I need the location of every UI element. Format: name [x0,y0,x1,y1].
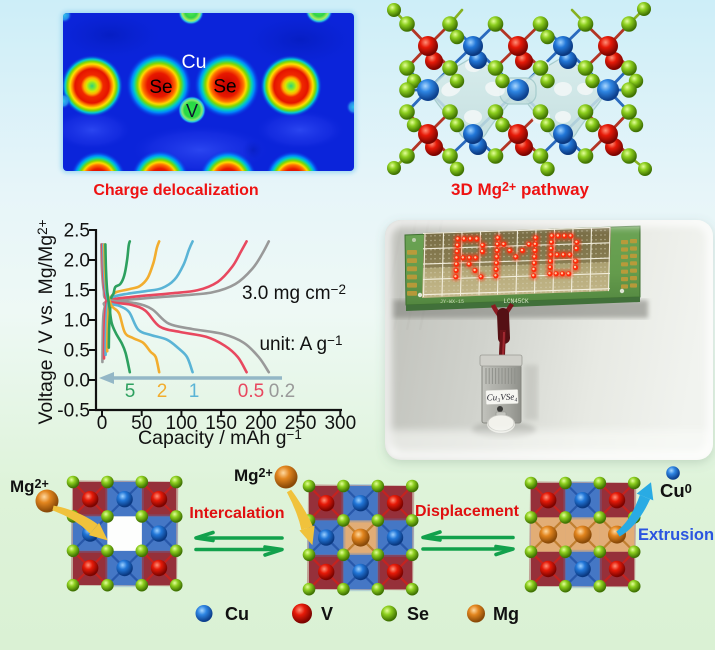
svg-text:V: V [321,604,333,624]
svg-text:Voltage / V vs. Mg/Mg2+: Voltage / V vs. Mg/Mg2+ [35,219,57,424]
svg-text:0: 0 [97,413,108,434]
svg-text:LCN45CK: LCN45CK [503,298,529,305]
svg-text:-0.5: -0.5 [57,401,90,422]
svg-text:1.0: 1.0 [64,311,90,332]
svg-text:unit: A g−1: unit: A g−1 [259,333,342,355]
svg-text:50: 50 [131,413,152,434]
svg-text:Extrusion: Extrusion [638,526,714,544]
svg-text:150: 150 [205,413,237,434]
svg-text:Mg: Mg [493,604,519,624]
svg-text:Intercalation: Intercalation [189,505,284,522]
svg-text:3.0 mg cm−2: 3.0 mg cm−2 [242,282,346,304]
svg-text:Se: Se [149,77,172,98]
svg-text:Cu₃VSe₄: Cu₃VSe₄ [486,391,517,402]
svg-text:0.2: 0.2 [269,381,295,402]
svg-text:2.0: 2.0 [64,251,90,272]
svg-text:2: 2 [157,381,168,402]
svg-text:Cu: Cu [182,51,207,73]
svg-text:300: 300 [324,413,356,434]
svg-text:Cu: Cu [225,604,249,624]
svg-text:0.5: 0.5 [64,341,90,362]
svg-text:Charge delocalization: Charge delocalization [93,182,258,199]
svg-text:Se: Se [213,77,236,98]
svg-text:Displacement: Displacement [415,503,520,520]
svg-text:V: V [186,101,198,121]
svg-text:Se: Se [407,604,429,624]
svg-text:2.5: 2.5 [64,221,90,242]
svg-text:Capacity / mAh g−1: Capacity / mAh g−1 [138,427,302,449]
svg-text:5: 5 [125,381,136,402]
svg-text:3D Mg2+ pathway: 3D Mg2+ pathway [451,180,590,199]
svg-text:200: 200 [245,413,277,434]
svg-text:1: 1 [189,381,200,402]
svg-text:Cu0: Cu0 [660,480,692,501]
svg-text:1.5: 1.5 [64,281,90,302]
svg-text:250: 250 [285,413,317,434]
svg-text:JY-WX-15: JY-WX-15 [440,299,464,305]
svg-text:0.5: 0.5 [238,381,264,402]
svg-text:0.0: 0.0 [64,371,90,392]
svg-text:100: 100 [166,413,198,434]
